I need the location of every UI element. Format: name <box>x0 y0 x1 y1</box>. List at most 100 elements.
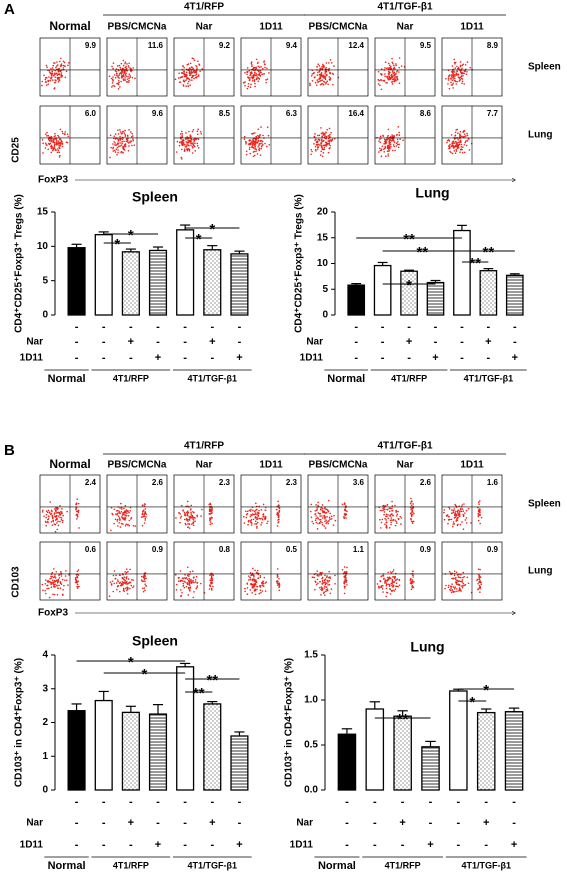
flow-event <box>64 131 66 133</box>
flow-event <box>123 513 125 516</box>
treatment-mark: + <box>209 817 215 829</box>
flow-event <box>51 146 53 149</box>
flow-event <box>391 505 394 507</box>
y-tick-label: 0.0 <box>304 785 318 796</box>
gate-percent: 8.6 <box>420 109 432 118</box>
flow-event <box>379 580 382 583</box>
flow-event <box>257 515 260 517</box>
flow-event <box>318 64 321 67</box>
flow-event <box>463 575 465 578</box>
flow-event <box>64 575 67 577</box>
flow-event <box>42 152 44 154</box>
flow-event <box>317 71 319 74</box>
flow-event <box>384 142 387 145</box>
y-tick-label: 15 <box>317 232 329 243</box>
y-tick-label: 5 <box>322 284 328 295</box>
flow-event <box>254 143 257 146</box>
flow-event <box>320 127 322 129</box>
gate-percent: 9.9 <box>85 41 97 50</box>
flow-event <box>177 577 180 579</box>
flow-event <box>443 518 446 521</box>
treatment-mark: - <box>460 321 464 333</box>
flow-event <box>209 508 212 511</box>
treatment-mark: + <box>209 336 215 348</box>
flow-event <box>53 139 55 141</box>
flow-event <box>140 575 143 578</box>
flow-event <box>321 523 324 526</box>
flow-event <box>245 150 248 153</box>
column-label: 1D11 <box>460 460 484 471</box>
flow-event <box>326 128 328 131</box>
flow-event <box>465 73 468 76</box>
y-axis-label: CD103 <box>11 566 22 598</box>
flow-event <box>122 64 125 67</box>
flow-event <box>46 584 49 587</box>
gate-percent: 9.6 <box>152 109 164 118</box>
flow-event <box>252 155 255 158</box>
flow-event <box>187 594 190 596</box>
treatment-label: Nar <box>26 818 43 829</box>
flow-event <box>392 576 394 578</box>
flow-event <box>50 74 53 77</box>
flow-event <box>388 144 390 147</box>
flow-event <box>124 571 126 573</box>
flow-event <box>127 142 130 144</box>
y-tick-label: 15 <box>37 207 49 218</box>
flow-event <box>199 70 201 72</box>
significance-mark: * <box>142 666 148 683</box>
flow-event <box>411 579 414 581</box>
flow-event <box>451 142 453 145</box>
flow-event <box>328 516 331 519</box>
bar <box>393 715 412 791</box>
flow-event <box>250 83 252 86</box>
flow-event <box>110 86 113 88</box>
flow-event <box>380 586 383 588</box>
flow-event <box>125 523 128 526</box>
flow-event <box>462 136 465 138</box>
flow-event <box>377 78 380 81</box>
flow-event <box>56 522 58 524</box>
flow-event <box>121 581 124 583</box>
flow-event <box>248 69 251 72</box>
flow-event <box>324 594 326 597</box>
flow-event <box>260 509 263 511</box>
significance-mark: * <box>483 682 489 699</box>
flow-event <box>75 510 78 513</box>
flow-event <box>192 596 195 599</box>
gate-percent: 6.0 <box>85 109 97 118</box>
gate-percent: 2.3 <box>286 478 298 487</box>
flow-event <box>397 510 399 513</box>
flow-event <box>389 577 391 580</box>
flow-event <box>63 584 65 587</box>
column-label: 1D11 <box>259 22 283 33</box>
flow-event <box>411 500 413 503</box>
flow-event <box>62 64 65 67</box>
flow-event <box>324 507 326 510</box>
flow-event <box>390 74 392 77</box>
flow-event <box>327 581 329 583</box>
flow-event <box>196 133 199 136</box>
flow-event <box>122 517 124 520</box>
flow-event <box>117 140 119 142</box>
flow-event <box>144 508 147 510</box>
flow-event <box>127 149 130 152</box>
flow-event <box>248 509 251 512</box>
flow-event <box>183 72 185 75</box>
bar <box>400 270 418 316</box>
flow-event <box>47 83 50 85</box>
flow-event <box>324 75 326 78</box>
gate-percent: 3.6 <box>353 478 365 487</box>
flow-event <box>461 148 463 151</box>
flow-event <box>125 568 128 570</box>
flow-event <box>58 79 61 82</box>
gate-percent: 9.4 <box>286 41 298 50</box>
flow-event <box>126 139 129 141</box>
flow-event <box>179 570 182 572</box>
flow-event <box>186 578 189 580</box>
flow-event <box>464 63 467 66</box>
flow-event <box>117 79 120 82</box>
flow-event <box>196 585 199 587</box>
flow-event <box>256 521 259 524</box>
flow-event <box>448 584 450 587</box>
treatment-label: 1D11 <box>20 840 44 851</box>
